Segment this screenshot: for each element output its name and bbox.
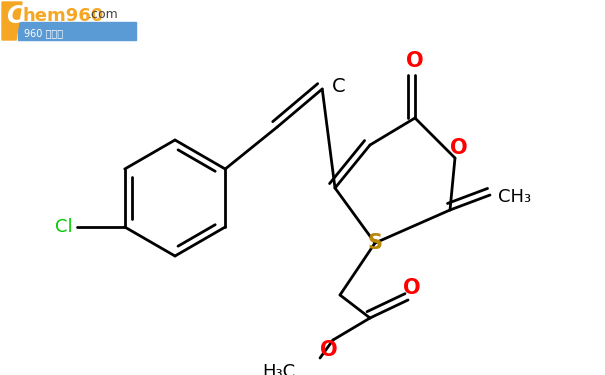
Text: S: S: [367, 233, 382, 253]
Text: O: O: [406, 51, 424, 71]
Text: .com: .com: [88, 8, 119, 21]
Text: CH₃: CH₃: [498, 188, 531, 206]
Text: Cl: Cl: [55, 218, 73, 236]
Bar: [18, 22, 136, 40]
Text: 960 化工网: 960 化工网: [24, 28, 63, 38]
Text: C: C: [6, 4, 24, 28]
Text: C: C: [332, 78, 346, 96]
Text: O: O: [450, 138, 468, 158]
Text: O: O: [320, 340, 338, 360]
Polygon shape: [2, 2, 22, 40]
Text: O: O: [403, 278, 421, 298]
Text: H₃C: H₃C: [262, 363, 295, 375]
Text: hem960: hem960: [22, 7, 103, 25]
